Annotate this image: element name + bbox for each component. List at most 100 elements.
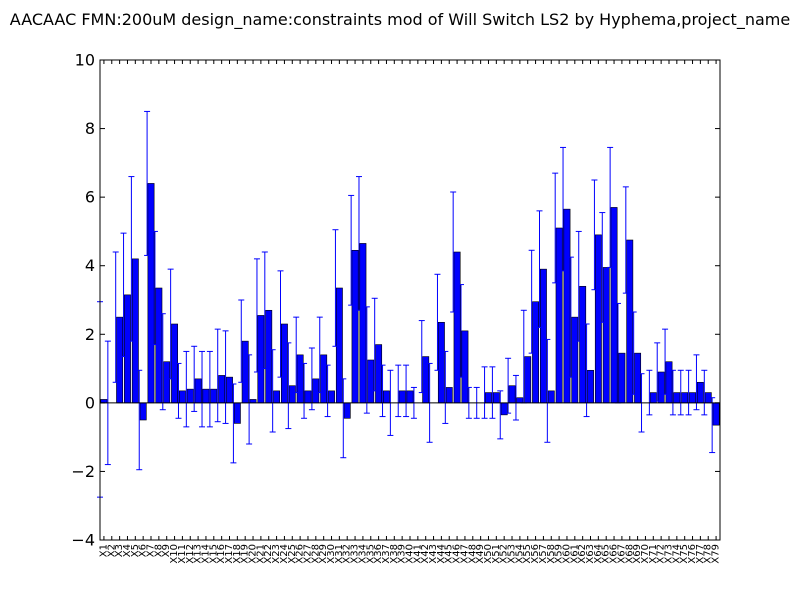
- bar-X57: [539, 268, 547, 404]
- x-tick-label: X56: [530, 544, 541, 564]
- x-tick-label: X78: [703, 544, 714, 564]
- errorbar-X6: [136, 369, 143, 471]
- x-tick-label: X53: [507, 544, 518, 564]
- errorbar-X45: [442, 350, 449, 424]
- x-tick-label: X29: [318, 544, 329, 564]
- x-tick-label: X67: [616, 544, 627, 564]
- bar-X72: [657, 371, 665, 404]
- x-tick-label: X5: [130, 544, 141, 557]
- errorbar-X77: [693, 354, 700, 411]
- x-tick-label: X68: [624, 544, 635, 564]
- errorbar-X31: [332, 229, 339, 347]
- bar-X62: [579, 285, 587, 404]
- x-tick-label: X14: [200, 544, 211, 564]
- x-tick-label: X12: [185, 544, 196, 564]
- errorbar-X75: [677, 369, 684, 416]
- errorbar-X14: [199, 350, 206, 428]
- x-tick-label: X35: [365, 544, 376, 564]
- bar-X51: [492, 392, 500, 404]
- bar-X65: [602, 267, 610, 404]
- x-tick-label: X61: [569, 544, 580, 564]
- bar-X21: [257, 315, 265, 404]
- errorbar-X61: [567, 256, 574, 378]
- errorbar-X35: [363, 306, 370, 414]
- errorbar-X72: [654, 342, 661, 402]
- bar-X53: [508, 385, 516, 404]
- bar-X4: [124, 294, 131, 404]
- errorbar-X10: [167, 268, 174, 380]
- bar-X36: [375, 344, 383, 404]
- bar-X18: [233, 402, 241, 424]
- errorbar-X4: [120, 232, 127, 358]
- x-tick-label: X2: [106, 544, 117, 557]
- bar-X3: [116, 316, 124, 404]
- errorbar-X65: [599, 212, 606, 323]
- x-tick-label: X10: [169, 544, 180, 564]
- x-tick-label: X9: [161, 544, 172, 557]
- x-tick-label: X45: [444, 544, 455, 564]
- bar-X9: [163, 361, 171, 404]
- x-tick-label: X6: [138, 544, 149, 557]
- errorbar-X32: [340, 378, 347, 459]
- x-tick-label: X7: [146, 544, 157, 557]
- bar-X26: [296, 354, 304, 404]
- errorbar-X30: [324, 364, 331, 418]
- bar-X67: [618, 352, 626, 404]
- x-tick-label: X72: [656, 544, 667, 564]
- y-tick-label: −2: [71, 462, 95, 481]
- y-tick-label: 2: [85, 325, 95, 344]
- bar-X20: [249, 399, 257, 404]
- errorbar-X57: [536, 210, 543, 328]
- bar-X6: [139, 402, 147, 421]
- x-tick-label: X79: [711, 544, 722, 564]
- x-tick-label: X55: [522, 544, 533, 564]
- x-tick-label: X15: [208, 544, 219, 564]
- y-axis: −4 −2 0 2 4 6 8 10: [71, 51, 720, 550]
- bar-X31: [335, 287, 343, 404]
- x-tick-label: X24: [279, 544, 290, 564]
- errorbar-X64: [591, 179, 598, 291]
- errorbar-X63: [583, 323, 590, 418]
- errorbar-X16: [214, 328, 221, 423]
- bar-X44: [437, 321, 445, 404]
- bar-X29: [320, 354, 328, 404]
- errorbar-X68: [622, 186, 629, 294]
- errorbar-X46: [450, 191, 457, 313]
- x-tick-label: X11: [177, 544, 188, 564]
- errorbar-X74: [669, 369, 676, 416]
- x-tick-label: X21: [255, 544, 266, 564]
- x-tick-label: X75: [679, 544, 690, 564]
- bar-X79: [712, 402, 720, 426]
- errorbar-X44: [434, 273, 441, 371]
- errorbar-X15: [206, 350, 213, 428]
- y-tick-label: 8: [85, 119, 95, 138]
- y-tick-label: 4: [85, 256, 95, 275]
- errorbar-X13: [191, 345, 198, 412]
- bar-X58: [547, 390, 555, 404]
- x-tick-label: X74: [671, 544, 682, 564]
- bar-X39: [398, 390, 406, 404]
- bar-X76: [689, 392, 696, 404]
- x-tick-label: X32: [342, 544, 353, 564]
- x-tick-label: X59: [554, 544, 565, 564]
- bars-group: [100, 183, 720, 426]
- bar-X7: [147, 183, 155, 404]
- errorbar-X47: [458, 284, 465, 378]
- bar-X23: [273, 390, 281, 404]
- bar-X5: [131, 258, 139, 404]
- x-tick-label: X27: [302, 544, 313, 564]
- x-tick-label: X1: [98, 544, 109, 557]
- bar-X13: [194, 378, 202, 404]
- x-tick-label: X28: [310, 544, 321, 564]
- bar-X59: [555, 227, 563, 404]
- x-tick-label: X22: [263, 544, 274, 564]
- x-tick-label: X30: [326, 544, 337, 564]
- errorbar-X79: [709, 397, 716, 454]
- x-tick-label: X57: [538, 544, 549, 564]
- x-tick-label: X48: [467, 544, 478, 564]
- bar-X1: [100, 399, 108, 404]
- bar-X75: [681, 392, 689, 404]
- x-tick-label: X60: [561, 544, 572, 564]
- errorbar-X37: [379, 364, 386, 418]
